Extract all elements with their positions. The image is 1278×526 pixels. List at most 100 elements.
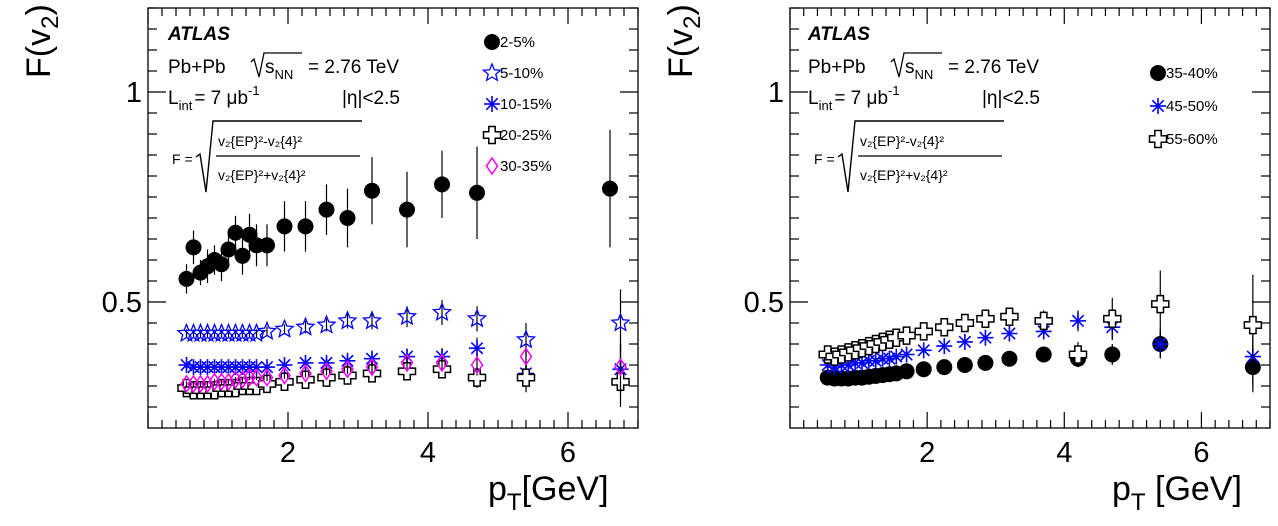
axes: 2 4 6 0.5 1 (744, 7, 1271, 469)
data-point (234, 247, 251, 264)
atlas-label: ATLAS (167, 24, 230, 45)
data-point (898, 346, 915, 363)
data-point (274, 318, 295, 338)
data-point (339, 210, 356, 226)
legend-marker (1150, 98, 1166, 114)
data-point (515, 329, 537, 349)
data-point (936, 359, 953, 376)
data-point (260, 368, 274, 387)
data-point (434, 176, 450, 193)
data-point (318, 201, 335, 218)
y-axis-label: F(v2) (20, 4, 64, 78)
atlas-label: ATLAS (807, 24, 870, 45)
data-point (915, 361, 932, 378)
legend-label: 2-5% (500, 34, 535, 51)
data-point (248, 359, 265, 376)
data-point (516, 368, 536, 387)
legend-entry: 35-40% (1150, 65, 1218, 82)
data-point (178, 270, 195, 287)
data-point (435, 353, 449, 373)
legend-marker (1148, 129, 1168, 149)
formula-root (837, 120, 1004, 193)
eta-cut-label: |η|<2.5 (982, 88, 1040, 109)
series-55-60% (818, 270, 1263, 376)
data-point (1034, 311, 1053, 331)
data-point (936, 338, 953, 355)
data-point (1070, 312, 1086, 329)
data-point (399, 201, 415, 218)
data-point (935, 317, 954, 337)
legend-marker (484, 34, 500, 50)
data-point (898, 363, 915, 380)
data-point (955, 313, 975, 333)
right-panel: 2 4 6 0.5 1 F(v2) pT [GeV] ATLAS Pb+Pb sNN =… (662, 4, 1271, 516)
data-point (1001, 350, 1018, 367)
data-point (185, 239, 202, 256)
axes: 2 4 6 0.5 1 (102, 7, 639, 469)
sqrt-s-label: sNN (905, 57, 933, 82)
data-point (220, 241, 237, 258)
data-point (320, 361, 333, 381)
data-point (914, 322, 933, 341)
legend-entry: 5-10% (481, 62, 543, 82)
formula-numerator: v₂{EP}²-v₂{4}² (860, 133, 944, 149)
formula-lhs: F = (814, 151, 835, 167)
data-point (602, 180, 618, 197)
legend: 2-5% 5-10% 10-15% 20-25% 30-35% (481, 34, 552, 176)
legend-label: 5-10% (500, 65, 543, 82)
data-points (176, 129, 631, 407)
x-tick-label: 2 (280, 437, 296, 469)
data-point (614, 357, 627, 377)
data-point (881, 350, 898, 367)
data-point (469, 184, 485, 201)
data-point (1103, 309, 1122, 329)
legend-marker (481, 62, 503, 82)
data-point (213, 256, 230, 273)
legend-label: 30-35% (500, 158, 552, 175)
data-point (276, 357, 293, 373)
data-point (469, 340, 485, 357)
collision-info: Pb+Pb (168, 57, 226, 78)
legend-marker (482, 125, 502, 145)
series-30-35% (180, 341, 627, 394)
x-tick-label: 4 (1056, 437, 1072, 469)
legend-label: 20-25% (500, 127, 552, 144)
data-point (236, 370, 249, 390)
data-points (818, 270, 1263, 393)
data-point (976, 309, 995, 329)
data-point (1151, 294, 1170, 314)
legend-entry: 20-25% (482, 125, 552, 145)
data-point (316, 314, 337, 334)
left-panel: 2 4 6 0.5 1 F(v2) pT[GeV] ATLAS Pb+Pb sNN = … (20, 4, 639, 516)
data-point (295, 316, 316, 336)
data-point (897, 326, 916, 345)
data-point (888, 348, 905, 365)
formula-lhs: F = (172, 151, 193, 167)
data-point (1243, 315, 1263, 335)
data-point (250, 368, 263, 387)
data-point (1000, 307, 1019, 326)
y-axis-label: F(v2) (662, 4, 706, 78)
collision-info: Pb+Pb (808, 57, 866, 78)
legend-entry: 10-15% (484, 96, 552, 113)
eta-cut-label: |η|<2.5 (342, 88, 400, 109)
y-tick-label: 1 (126, 77, 142, 109)
data-point (1068, 345, 1088, 364)
energy-label: = 2.76 TeV (948, 57, 1039, 78)
data-point (201, 374, 214, 394)
data-point (256, 320, 278, 341)
data-point (299, 364, 312, 383)
data-point (977, 329, 994, 346)
formula-denominator: v₂{EP}²+v₂{4}² (218, 167, 306, 183)
sqrt-symbol (250, 52, 302, 78)
legend: 35-40% 45-50% 55-60% (1148, 65, 1218, 149)
luminosity-label: Lint = 7 μb-1 (168, 83, 260, 113)
data-point (364, 182, 380, 199)
data-point (341, 359, 354, 379)
data-point (467, 368, 487, 387)
legend-label: 35-40% (1166, 65, 1218, 82)
data-point (1035, 346, 1052, 363)
luminosity-label: Lint = 7 μb-1 (808, 83, 900, 113)
x-tick-label: 4 (420, 437, 436, 469)
